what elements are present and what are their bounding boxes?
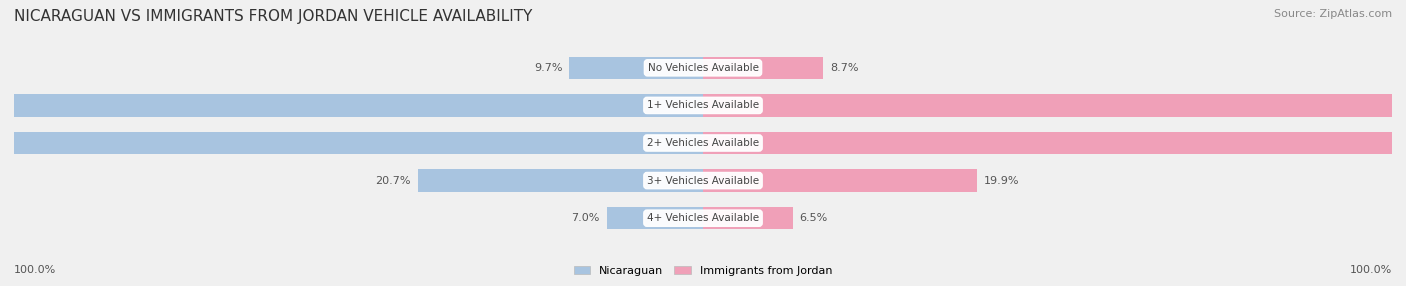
Bar xyxy=(703,94,1406,116)
Legend: Nicaraguan, Immigrants from Jordan: Nicaraguan, Immigrants from Jordan xyxy=(569,261,837,281)
Text: 8.7%: 8.7% xyxy=(830,63,858,73)
Text: No Vehicles Available: No Vehicles Available xyxy=(648,63,758,73)
Text: NICARAGUAN VS IMMIGRANTS FROM JORDAN VEHICLE AVAILABILITY: NICARAGUAN VS IMMIGRANTS FROM JORDAN VEH… xyxy=(14,9,533,23)
Bar xyxy=(703,207,793,229)
Text: 9.7%: 9.7% xyxy=(534,63,562,73)
Text: 100.0%: 100.0% xyxy=(14,265,56,275)
Bar xyxy=(418,170,703,192)
Bar xyxy=(0,132,703,154)
Text: 6.5%: 6.5% xyxy=(800,213,828,223)
Bar xyxy=(0,94,703,116)
Bar xyxy=(569,57,703,79)
Bar xyxy=(703,170,977,192)
Text: 3+ Vehicles Available: 3+ Vehicles Available xyxy=(647,176,759,186)
Text: 100.0%: 100.0% xyxy=(1350,265,1392,275)
Text: 20.7%: 20.7% xyxy=(375,176,411,186)
Text: Source: ZipAtlas.com: Source: ZipAtlas.com xyxy=(1274,9,1392,19)
Text: 2+ Vehicles Available: 2+ Vehicles Available xyxy=(647,138,759,148)
Text: 7.0%: 7.0% xyxy=(571,213,599,223)
Bar xyxy=(606,207,703,229)
Text: 4+ Vehicles Available: 4+ Vehicles Available xyxy=(647,213,759,223)
Text: 19.9%: 19.9% xyxy=(984,176,1019,186)
Bar xyxy=(703,57,823,79)
Text: 1+ Vehicles Available: 1+ Vehicles Available xyxy=(647,100,759,110)
Bar xyxy=(703,132,1406,154)
